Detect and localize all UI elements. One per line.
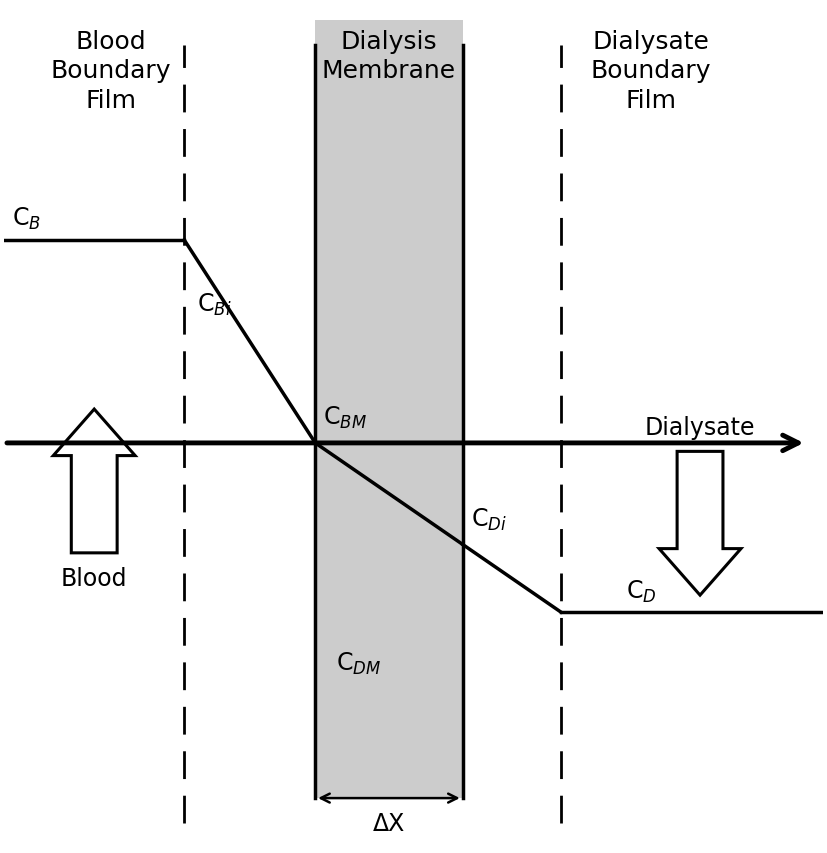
Text: C$_{Bi}$: C$_{Bi}$ [197, 292, 231, 317]
Polygon shape [659, 452, 741, 595]
Text: Blood
Boundary
Film: Blood Boundary Film [50, 30, 171, 113]
Text: C$_{B}$: C$_{B}$ [12, 206, 41, 232]
Text: C$_{Di}$: C$_{Di}$ [471, 506, 507, 532]
Text: Dialysate
Boundary
Film: Dialysate Boundary Film [590, 30, 711, 113]
Text: ΔX: ΔX [373, 811, 405, 835]
Bar [315, 21, 462, 798]
Text: Dialysis
Membrane: Dialysis Membrane [322, 30, 456, 83]
Text: Blood: Blood [61, 566, 127, 589]
Text: C$_{BM}$: C$_{BM}$ [323, 404, 367, 431]
Text: C$_{D}$: C$_{D}$ [626, 577, 657, 604]
Text: C$_{DM}$: C$_{DM}$ [336, 650, 381, 676]
Polygon shape [53, 409, 135, 554]
Text: Dialysate: Dialysate [645, 415, 755, 439]
